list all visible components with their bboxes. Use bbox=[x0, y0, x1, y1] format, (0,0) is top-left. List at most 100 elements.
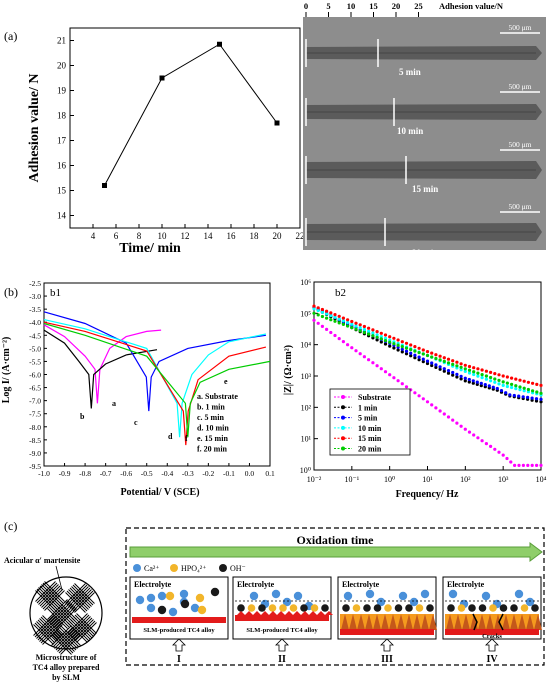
y-tick-label: 21 bbox=[57, 36, 66, 46]
impedance-point bbox=[371, 331, 375, 335]
impedance-point bbox=[413, 345, 417, 349]
martensite-needle bbox=[44, 590, 65, 611]
oxide-spike bbox=[502, 614, 510, 630]
x-tick-label: 10 bbox=[158, 231, 168, 241]
martensite-needle bbox=[42, 615, 63, 636]
impedance-point bbox=[471, 381, 475, 385]
impedance-point bbox=[451, 359, 455, 363]
x-tick-label: 14 bbox=[204, 231, 214, 241]
impedance-point bbox=[362, 355, 366, 359]
impedance-point bbox=[341, 316, 345, 320]
hpo-legend-dot bbox=[170, 564, 178, 572]
impedance-point bbox=[413, 353, 417, 357]
curve-letter: d bbox=[168, 432, 173, 441]
adsorbed-ion bbox=[426, 604, 434, 612]
impedance-point bbox=[480, 368, 484, 372]
impedance-xlabel: Frequency/ Hz bbox=[396, 489, 459, 500]
oxide-spike bbox=[413, 614, 421, 630]
oxide-spike bbox=[478, 614, 486, 630]
impedance-point bbox=[329, 314, 333, 318]
solution-ion bbox=[180, 599, 190, 609]
impedance-point bbox=[400, 340, 404, 344]
impedance-point bbox=[526, 390, 531, 394]
substrate-label: SLM-produced TC4 alloy bbox=[246, 627, 318, 634]
oxide-spike bbox=[301, 611, 309, 615]
impedance-point bbox=[434, 353, 438, 357]
impedance-point bbox=[442, 367, 446, 371]
impedance-point bbox=[396, 379, 400, 383]
scale-bar-label: 500 μm bbox=[509, 23, 532, 32]
impedance-point bbox=[325, 316, 329, 320]
impedance-point bbox=[337, 337, 341, 341]
adsorbed-ion bbox=[394, 604, 403, 612]
impedance-point bbox=[312, 311, 316, 315]
substrate-label: SLM-produced TC4 alloy bbox=[143, 627, 215, 634]
adsorbed-ion bbox=[352, 604, 361, 612]
impedance-ylabel: |Z|/ (Ω·cm²) bbox=[283, 345, 294, 395]
x-tick-label: 16 bbox=[227, 231, 237, 241]
impedance-point bbox=[459, 362, 463, 366]
legend-swatch-dot bbox=[341, 425, 345, 430]
polarization-curve bbox=[43, 329, 158, 409]
impedance-point bbox=[467, 368, 472, 372]
polarization-ylabel: Log I/ (A·cm⁻²) bbox=[1, 337, 12, 404]
impedance-point bbox=[425, 359, 430, 363]
oxide-spike bbox=[510, 614, 518, 630]
y-tick-label: 17 bbox=[57, 136, 67, 146]
impedance-point bbox=[539, 463, 543, 467]
x-tick-label: -0.2 bbox=[202, 469, 214, 478]
martensite-needle bbox=[72, 590, 94, 612]
impedance-point bbox=[354, 324, 358, 328]
x-tick-label: 10⁻² bbox=[307, 475, 322, 484]
legend-swatch-dot bbox=[341, 446, 345, 451]
impedance-point bbox=[495, 386, 499, 391]
impedance-point bbox=[312, 304, 316, 308]
impedance-point bbox=[320, 314, 324, 319]
impedance-point bbox=[493, 377, 497, 381]
legend-label: Substrate bbox=[358, 393, 391, 402]
crack-line bbox=[498, 613, 504, 631]
impedance-point bbox=[442, 356, 446, 360]
impedance-point bbox=[467, 364, 472, 369]
oxide-spike bbox=[261, 611, 269, 615]
legend-swatch-dot bbox=[341, 415, 345, 420]
oxide-spike bbox=[397, 614, 405, 630]
stage-label: II bbox=[278, 654, 286, 665]
adsorbed-ion bbox=[510, 604, 518, 612]
adsorbed-ion bbox=[531, 604, 539, 612]
impedance-point bbox=[459, 377, 463, 381]
impedance-point bbox=[396, 348, 400, 352]
martensite-needle bbox=[54, 600, 76, 622]
adsorbed-ion bbox=[279, 604, 287, 612]
legend-entry: e. 15 min bbox=[197, 434, 228, 443]
sem-micrograph: Adhesion value/N 0 5 10 15 20 25 5 min 500 μm 1… bbox=[303, 1, 546, 258]
impedance-point bbox=[475, 382, 479, 386]
impedance-point bbox=[346, 320, 350, 325]
impedance-point bbox=[354, 349, 358, 353]
ca-ion bbox=[282, 597, 292, 607]
martensite-needle bbox=[53, 602, 74, 623]
martensite-needle bbox=[39, 618, 60, 639]
x-tick-label: -1.0 bbox=[38, 469, 50, 478]
adsorbed-ion bbox=[268, 604, 277, 612]
ca-ion bbox=[448, 589, 458, 599]
adsorbed-ion bbox=[289, 604, 298, 612]
oxide-spike bbox=[277, 611, 285, 615]
martensite-needle bbox=[71, 589, 92, 610]
impedance-point bbox=[379, 331, 383, 335]
impedance-point bbox=[350, 319, 354, 324]
legend-swatch-dot bbox=[341, 405, 345, 410]
impedance-point bbox=[329, 311, 333, 315]
impedance-point bbox=[499, 389, 504, 393]
adsorbed-ion bbox=[258, 604, 266, 612]
impedance-point bbox=[505, 384, 509, 389]
impedance-point bbox=[510, 385, 514, 390]
stage-label: III bbox=[381, 654, 393, 665]
impedance-point bbox=[329, 318, 333, 322]
martensite-needle bbox=[55, 629, 77, 651]
impedance-point bbox=[375, 364, 379, 368]
impedance-point bbox=[505, 456, 509, 461]
oxide-spike bbox=[269, 611, 277, 615]
micro-caption: by SLM bbox=[52, 673, 80, 682]
